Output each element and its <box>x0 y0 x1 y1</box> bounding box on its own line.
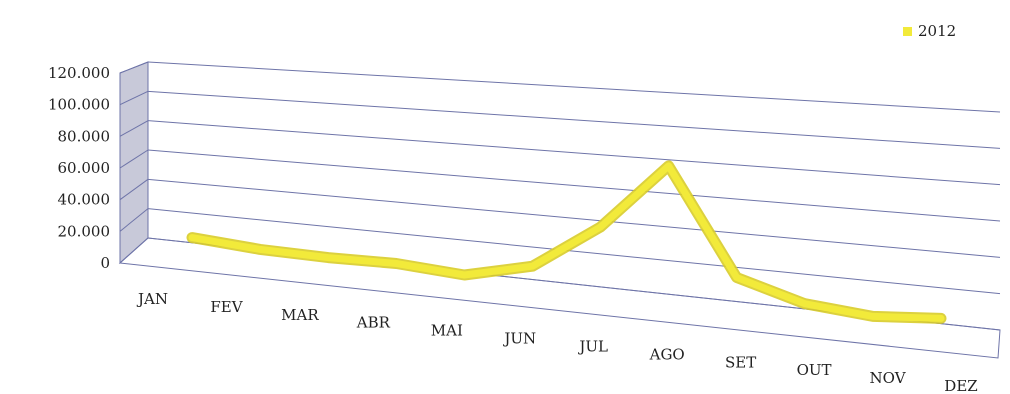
x-tick-label: MAR <box>281 306 319 324</box>
side-gridline <box>119 90 149 106</box>
x-tick-label: NOV <box>870 369 907 387</box>
x-tick-label: FEV <box>210 298 243 316</box>
gridline <box>147 149 1001 222</box>
side-gridline <box>119 237 149 264</box>
x-tick-label: SET <box>725 353 756 371</box>
y-tick-label: 120.000 <box>48 64 110 82</box>
gridline <box>147 90 1001 149</box>
gridline <box>147 120 1001 186</box>
x-tick-label: ABR <box>356 314 391 332</box>
series-line <box>188 162 945 322</box>
series-lines <box>186 160 947 324</box>
legend-swatch <box>903 26 912 36</box>
y-tick-label: 100.000 <box>48 96 110 114</box>
legend: 2012 <box>903 20 985 42</box>
x-axis-ticks: JAN FEV MAR ABR MAI JUN JUL AGO SET OUT NOV DEZ <box>136 290 978 394</box>
side-gridline <box>119 149 149 169</box>
y-axis-ticks: 0 20.000 40.000 60.000 80.000 100.000 120.000 <box>48 64 110 272</box>
y-tick-label: 60.000 <box>58 159 111 177</box>
legend-label: 2012 <box>918 22 957 40</box>
x-tick-label: MAI <box>431 322 463 340</box>
y-tick-label: 20.000 <box>58 222 111 240</box>
side-gridline <box>119 178 149 201</box>
x-tick-label: JUN <box>502 330 536 348</box>
x-tick-label: DEZ <box>944 377 977 394</box>
side-wall <box>119 61 149 265</box>
gridline <box>147 208 1001 295</box>
x-tick-label: OUT <box>797 361 832 379</box>
gridline <box>147 178 1001 258</box>
x-tick-label: AGO <box>649 345 685 363</box>
y-tick-label: 40.000 <box>58 191 111 209</box>
side-gridline <box>119 120 149 137</box>
y-tick-label: 80.000 <box>58 127 111 145</box>
x-tick-label: JAN <box>136 290 168 308</box>
gridline <box>147 61 1001 113</box>
y-tick-label: 0 <box>100 254 110 272</box>
side-gridline <box>119 61 149 74</box>
x-tick-label: JUL <box>577 337 608 355</box>
side-gridline <box>119 208 149 232</box>
